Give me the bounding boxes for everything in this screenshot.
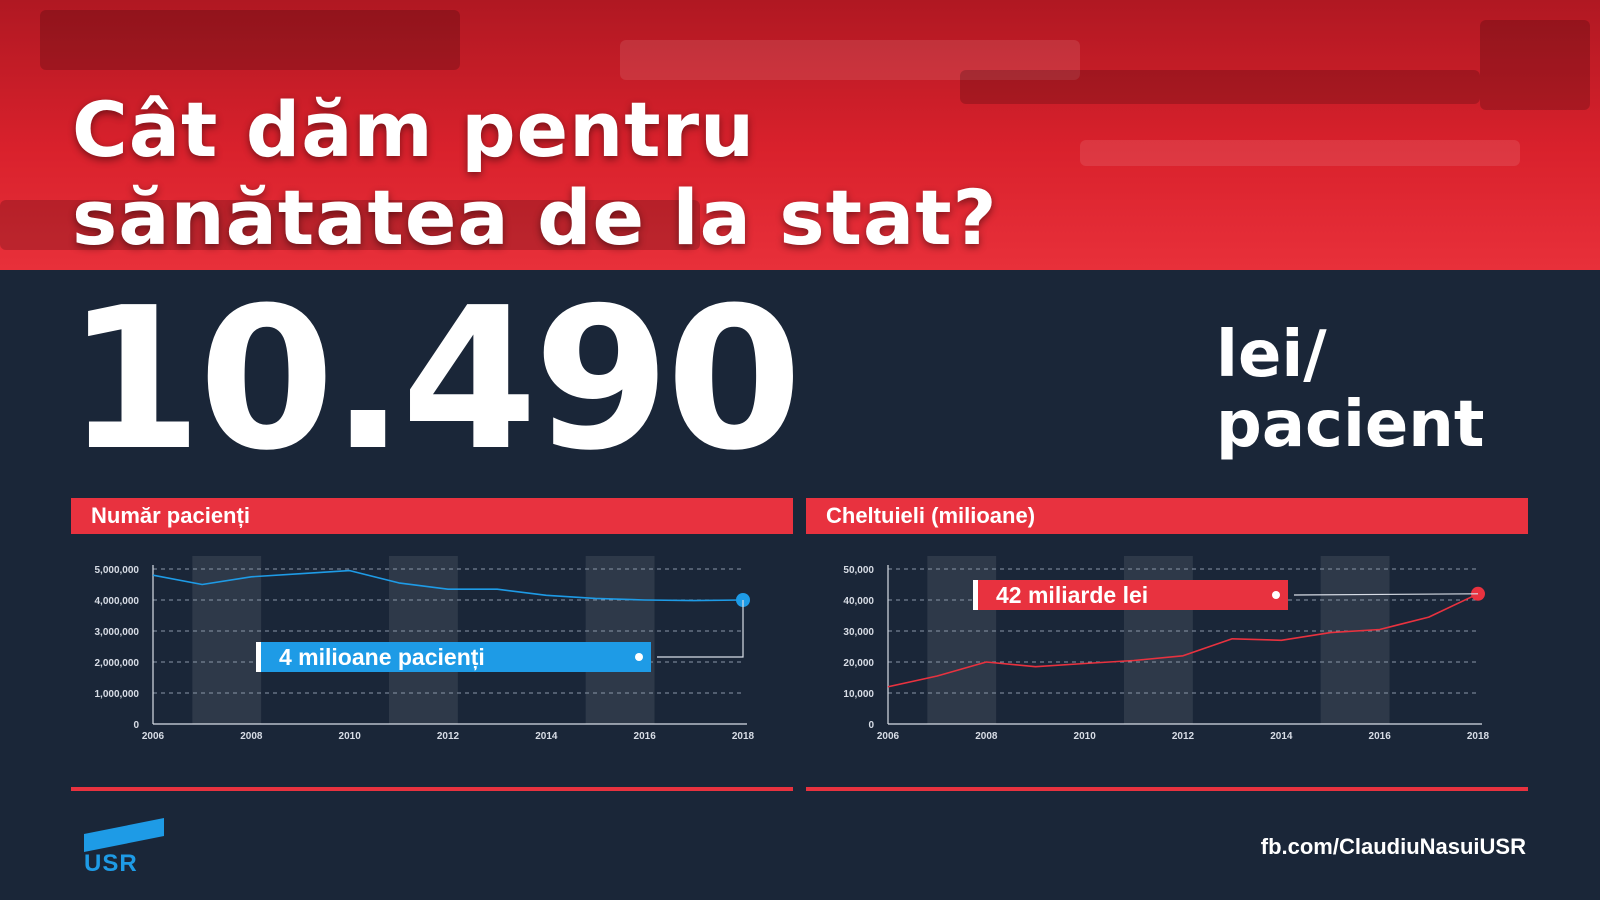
y-tick-label: 3,000,000: [95, 627, 140, 638]
y-tick-label: 20,000: [843, 658, 874, 669]
background-radiator-shape: [1480, 20, 1590, 110]
x-tick-label: 2018: [1467, 731, 1490, 742]
header-banner: Cât dăm pentru sănătatea de la stat?: [0, 0, 1600, 270]
facebook-link[interactable]: fb.com/ClaudiuNasuiUSR: [1260, 834, 1526, 859]
x-tick-label: 2016: [634, 731, 657, 742]
x-tick-label: 2006: [142, 731, 165, 742]
annotation-leader: [1293, 593, 1479, 596]
y-tick-label: 4,000,000: [95, 596, 140, 607]
page-title: Cât dăm pentru sănătatea de la stat?: [72, 86, 998, 262]
y-tick-label: 50,000: [843, 565, 874, 576]
y-tick-label: 40,000: [843, 596, 874, 607]
x-tick-label: 2010: [1074, 731, 1097, 742]
patients-divider: [71, 787, 793, 791]
x-tick-label: 2014: [535, 731, 558, 742]
background-bed-shape: [1080, 140, 1520, 166]
y-tick-label: 0: [133, 720, 139, 731]
data-point-end: [1471, 586, 1485, 601]
unit-line-2: pacient: [1216, 388, 1485, 462]
headline-value: 10.490: [66, 266, 802, 494]
x-tick-label: 2012: [1172, 731, 1195, 742]
annotation-marker: [256, 642, 261, 672]
shaded-band: [585, 556, 655, 724]
x-tick-label: 2008: [975, 731, 998, 742]
usr-logo-text: USR: [84, 850, 138, 877]
shaded-band: [389, 556, 458, 724]
x-tick-label: 2006: [877, 731, 900, 742]
annotation-label: 4 milioane pacienți: [279, 644, 485, 671]
background-bed-shape: [620, 40, 1080, 80]
annotation-label: 42 miliarde lei: [996, 582, 1148, 608]
annotation-leader: [657, 600, 744, 658]
y-tick-label: 2,000,000: [95, 658, 140, 669]
y-tick-label: 1,000,000: [95, 689, 140, 700]
spending-divider: [806, 787, 1528, 791]
y-tick-label: 5,000,000: [95, 565, 140, 576]
y-tick-label: 30,000: [843, 627, 874, 638]
data-series-line: [887, 593, 1479, 688]
background-bed-shape: [40, 10, 460, 70]
annotation-dot: [1272, 591, 1280, 599]
y-tick-label: 0: [868, 720, 874, 731]
annotation-marker: [973, 580, 978, 610]
background-bed-shape: [0, 200, 700, 250]
data-series-line: [152, 569, 744, 602]
title-line-1: Cât dăm pentru: [72, 85, 756, 174]
annotation-dot: [635, 653, 643, 661]
spending-line-chart: 0 10,000 20,000 30,000 40,000 50,000 2006 2008 2…: [843, 556, 1490, 742]
x-tick-label: 2014: [1270, 731, 1293, 742]
title-line-2: sănătatea de la stat?: [72, 173, 998, 262]
annotation-box: [261, 642, 651, 672]
x-tick-label: 2008: [240, 731, 263, 742]
x-tick-label: 2012: [437, 731, 460, 742]
shaded-band: [1320, 556, 1390, 724]
headline-unit: lei/ pacient: [1216, 320, 1484, 460]
patients-chart-title: Număr pacienți: [71, 498, 793, 534]
background-bed-shape: [960, 70, 1480, 104]
annotation-box: [978, 580, 1288, 610]
unit-line-1: lei/: [1216, 318, 1327, 392]
x-tick-label: 2016: [1369, 731, 1392, 742]
patients-line-chart: 0 1,000,000 2,000,000 3,000,000 4,000,000 5,0…: [95, 556, 755, 742]
y-tick-label: 10,000: [843, 689, 874, 700]
usr-logo-icon: [84, 818, 164, 852]
x-tick-label: 2018: [732, 731, 755, 742]
spending-chart-title: Cheltuieli (milioane): [806, 498, 1528, 534]
x-tick-label: 2010: [339, 731, 362, 742]
